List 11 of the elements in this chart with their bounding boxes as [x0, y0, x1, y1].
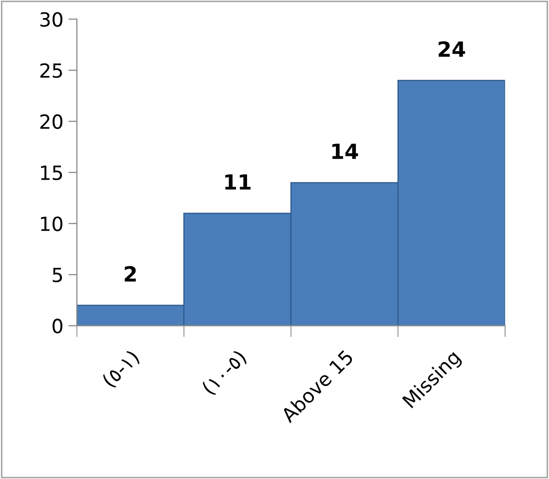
y-tick-label: 0	[52, 318, 62, 334]
y-tick-label: 30	[40, 12, 62, 27]
y-tick-label: 20	[40, 114, 62, 130]
data-label: 14	[332, 144, 358, 159]
data-label: 24	[438, 41, 466, 57]
y-tick-label: 15	[41, 166, 62, 180]
y-tick-label: 5	[52, 268, 62, 282]
data-label: 2	[124, 266, 136, 282]
data-label: 11	[225, 174, 251, 190]
y-tick-label: 10	[41, 216, 62, 232]
y-tick-label: 25	[40, 63, 62, 78]
